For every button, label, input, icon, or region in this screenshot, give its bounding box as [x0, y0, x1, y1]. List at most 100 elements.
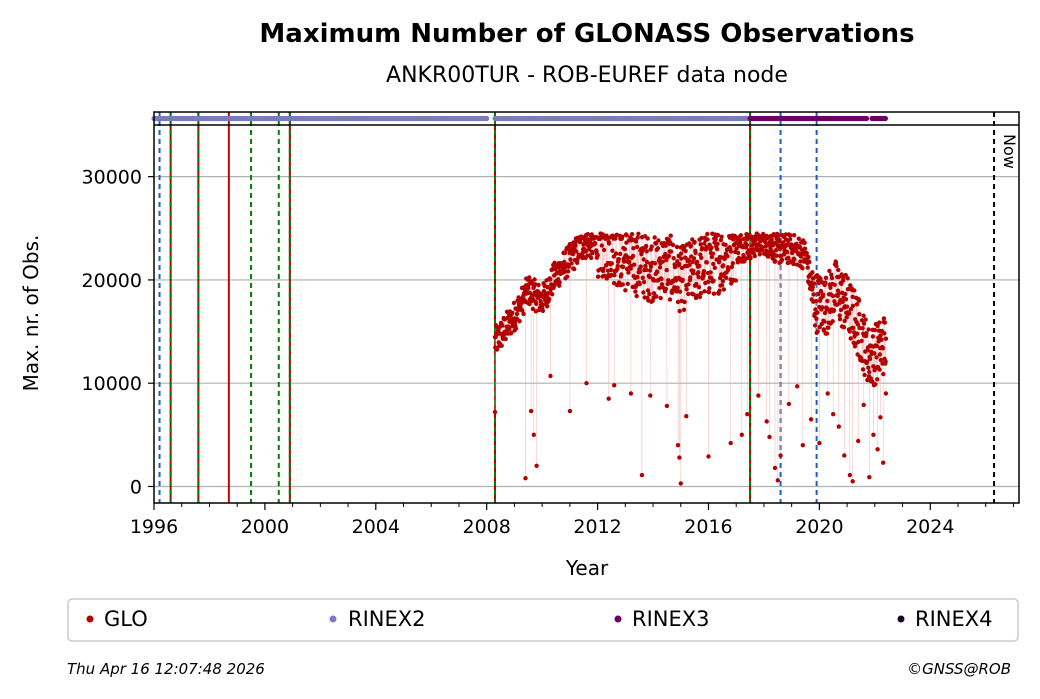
glo-data-point — [875, 323, 880, 329]
glo-data-point — [641, 279, 647, 285]
glo-data-point — [595, 253, 600, 258]
glo-data-point — [813, 298, 819, 304]
glo-data-point — [866, 365, 871, 370]
glo-data-point — [736, 250, 741, 256]
glo-data-point — [843, 272, 848, 278]
glo-data-point — [734, 246, 739, 251]
glo-data-point — [708, 270, 713, 275]
glo-data-point — [806, 254, 811, 260]
glo-data-point — [715, 246, 720, 252]
glo-data-point — [798, 259, 803, 264]
glo-data-point — [745, 412, 750, 417]
glo-data-point — [779, 257, 785, 263]
glo-data-point — [492, 409, 498, 415]
glo-data-point — [592, 241, 598, 246]
legend-label-glo: GLO — [104, 607, 148, 631]
glo-data-point — [566, 264, 572, 269]
glo-data-point — [701, 269, 707, 274]
legend-label-rinex3: RINEX3 — [632, 607, 710, 631]
x-tick-label: 2008 — [463, 516, 511, 538]
glo-data-point — [631, 246, 636, 251]
glo-data-point — [691, 268, 696, 274]
glo-data-point — [636, 231, 641, 236]
legend-label-rinex2: RINEX2 — [348, 607, 426, 631]
glo-data-point — [842, 453, 847, 458]
glo-data-point — [861, 321, 867, 326]
glo-data-point — [699, 255, 704, 260]
glo-data-point — [514, 311, 520, 317]
glo-data-point — [590, 251, 595, 256]
glo-data-point — [709, 245, 714, 250]
glo-data-point — [663, 286, 669, 292]
glo-data-point — [651, 291, 657, 296]
glo-data-point — [641, 257, 646, 262]
glo-data-point — [825, 391, 830, 396]
glo-data-point — [494, 347, 500, 352]
glo-data-point — [851, 325, 856, 331]
glo-data-point — [679, 256, 684, 261]
glo-data-point — [628, 391, 634, 396]
glo-data-point — [503, 336, 508, 342]
glo-data-point — [706, 290, 712, 295]
glo-data-point — [647, 274, 652, 280]
glo-data-point — [878, 415, 883, 420]
glo-data-point — [784, 250, 790, 255]
glo-data-point — [536, 282, 541, 288]
glo-data-point — [831, 412, 836, 417]
glo-data-point — [843, 291, 848, 297]
glo-data-point — [715, 232, 721, 238]
glo-data-point — [655, 246, 661, 251]
glo-data-point — [847, 311, 852, 316]
glo-data-point — [883, 391, 889, 396]
glo-data-point — [802, 240, 807, 245]
glo-data-point — [735, 260, 741, 265]
glo-data-point — [668, 249, 674, 254]
glo-data-point — [499, 343, 504, 348]
glo-data-point — [840, 299, 845, 304]
glo-data-point — [877, 367, 882, 372]
glo-data-point — [725, 254, 730, 259]
glo-data-point — [744, 242, 750, 248]
glo-data-point — [648, 393, 653, 398]
glo-data-point — [683, 248, 688, 254]
glo-data-point — [573, 243, 578, 248]
glo-data-point — [566, 269, 571, 274]
rinex-marker-rinex2 — [484, 115, 490, 122]
glo-data-point — [540, 302, 545, 308]
glo-data-point — [637, 281, 642, 287]
y-tick-label: 30000 — [82, 167, 142, 189]
glo-data-point — [867, 356, 873, 362]
glo-data-point — [562, 259, 567, 265]
glo-data-point — [844, 304, 850, 309]
glo-data-point — [569, 261, 574, 266]
glo-data-point — [513, 326, 519, 331]
glo-data-point — [610, 248, 615, 253]
rinex-marker-rinex3 — [882, 115, 888, 122]
glo-data-point — [613, 251, 619, 256]
glo-data-point — [634, 244, 640, 250]
glo-data-point — [640, 247, 646, 253]
glo-data-point — [659, 276, 664, 282]
glo-data-point — [696, 270, 701, 275]
glo-data-point — [623, 288, 628, 293]
glo-data-point — [729, 264, 735, 270]
glo-data-point — [705, 231, 710, 237]
chart-subtitle: ANKR00TUR - ROB-EUREF data node — [386, 63, 788, 88]
glo-data-point — [696, 285, 702, 290]
glo-data-point — [881, 371, 886, 377]
glo-data-point — [805, 265, 810, 270]
glo-data-point — [521, 311, 526, 317]
glo-data-point — [723, 242, 728, 247]
glo-data-point — [620, 282, 625, 287]
glo-data-point — [664, 267, 669, 273]
glo-data-point — [816, 291, 821, 297]
glo-data-point — [820, 305, 825, 310]
glo-data-point — [599, 243, 604, 248]
glo-data-point — [648, 264, 654, 269]
glo-data-point — [686, 291, 691, 297]
glo-data-point — [704, 260, 710, 265]
glo-data-point — [810, 270, 815, 275]
glo-data-point — [827, 268, 832, 274]
glo-data-point — [588, 239, 593, 245]
glo-data-point — [557, 283, 562, 288]
